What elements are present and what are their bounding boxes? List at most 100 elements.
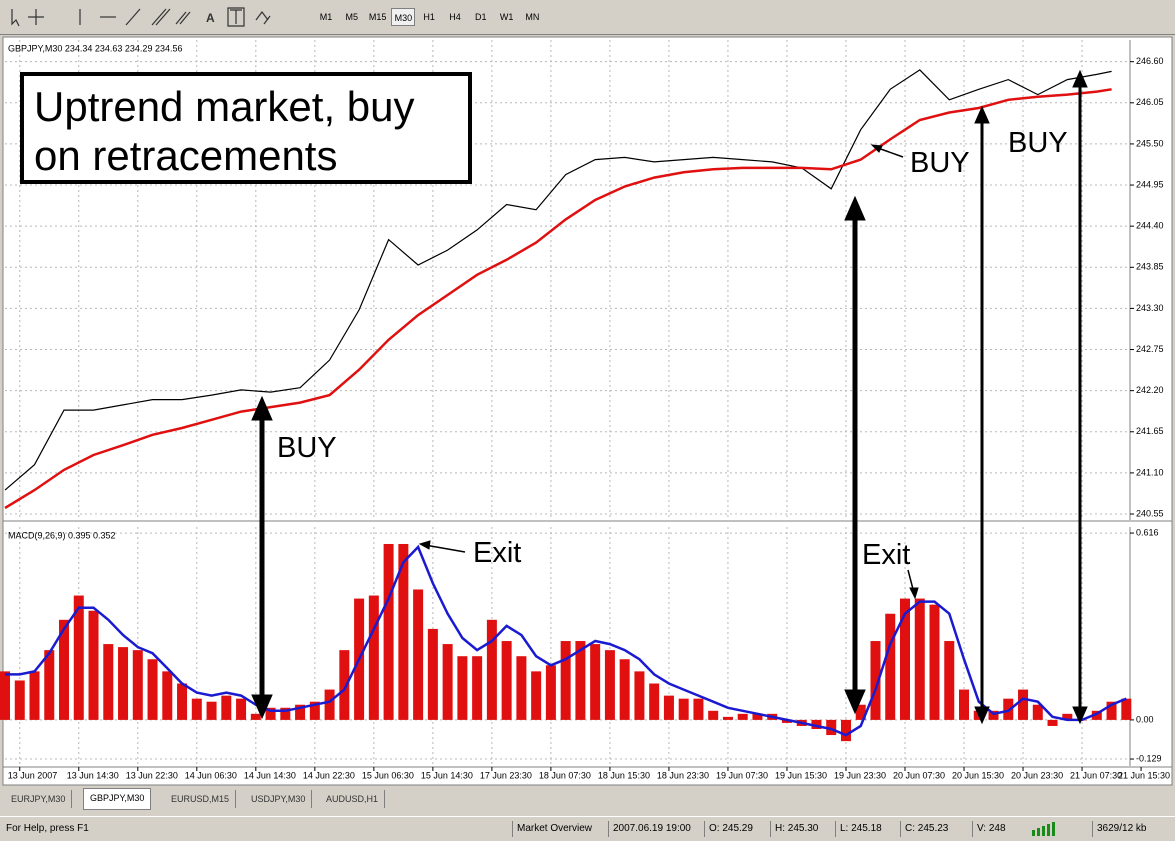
svg-text:A: A (206, 11, 215, 25)
x-tick-label: 21 Jun 15:30 (1118, 770, 1170, 780)
histogram-bar (147, 659, 158, 720)
series-line (4, 69, 1112, 491)
annotation: BUY (910, 147, 970, 179)
status-field: H: 245.30 (770, 821, 818, 837)
histogram-bar (619, 659, 630, 720)
timeframe-button[interactable]: M1 (319, 12, 333, 22)
chart-tabs: EURJPY,M30 GBPJPY,M30 EURUSD,M15 USDJPY,M30… (0, 788, 1175, 810)
histogram-bar (914, 598, 925, 720)
y-tick-label: 245.50 (1136, 138, 1164, 148)
x-tick-label: 19 Jun 07:30 (716, 770, 768, 780)
histogram-bar (693, 698, 704, 720)
timeframe-button[interactable]: M5 (345, 12, 359, 22)
chart-title: MACD(9,26,9) 0.395 0.352 (8, 530, 116, 540)
histogram-bar (73, 595, 84, 720)
x-tick-label: 18 Jun 07:30 (539, 770, 591, 780)
histogram-bar (1032, 704, 1043, 720)
series-line (4, 88, 1112, 510)
histogram-bar (309, 701, 320, 720)
y-tick-label: 242.20 (1136, 385, 1164, 395)
x-tick-label: 15 Jun 06:30 (362, 770, 414, 780)
x-tick-label: 17 Jun 23:30 (480, 770, 532, 780)
x-tick-label: 14 Jun 06:30 (185, 770, 237, 780)
callout: Uptrend market, buy on retracements (20, 72, 472, 184)
histogram-bar (678, 698, 689, 720)
x-tick-label: 20 Jun 15:30 (952, 770, 1004, 780)
x-tick-label: 18 Jun 23:30 (657, 770, 709, 780)
chart-tab[interactable]: USDJPY,M30 (245, 790, 313, 808)
histogram-bar (531, 671, 542, 720)
histogram-bar (442, 644, 453, 720)
x-tick-label: 21 Jun 07:30 (1070, 770, 1122, 780)
status-field: 3629/12 kb (1092, 821, 1147, 837)
histogram-bar (486, 619, 497, 720)
status-field: C: 245.23 (900, 821, 948, 837)
y-tick-label: 243.30 (1136, 303, 1164, 313)
histogram-bar (118, 647, 129, 720)
histogram-bar (870, 641, 881, 720)
annotation: BUY (1008, 127, 1068, 159)
histogram-bar (44, 650, 55, 720)
timeframe-button[interactable]: H1 (423, 12, 435, 22)
timeframe-button[interactable]: H4 (449, 12, 461, 22)
y-tick-label: -0.129 (1136, 753, 1162, 763)
timeframe-button[interactable]: D1 (475, 12, 487, 22)
arrows (251, 69, 1088, 725)
histogram-bar (826, 719, 837, 736)
chart-tab[interactable]: EURUSD,M15 (165, 790, 237, 808)
histogram-bar (516, 656, 527, 720)
histogram-bar (1047, 719, 1058, 726)
chart-tab[interactable]: AUDUSD,H1 (320, 790, 386, 808)
status-field: For Help, press F1 (6, 823, 89, 834)
x-tick-label: 15 Jun 14:30 (421, 770, 473, 780)
chart-title: GBPJPY,M30 234.34 234.63 234.29 234.56 (8, 43, 182, 53)
histogram-bar (545, 665, 556, 720)
drawing-tools: A (11, 7, 271, 27)
histogram-bar (988, 710, 999, 720)
timeframe-button[interactable]: MN (525, 12, 540, 22)
histogram-bar (811, 719, 822, 729)
status-bar: For Help, press F1 Market Overview 2007.06… (0, 816, 1175, 841)
y-tick-label: 240.55 (1136, 508, 1164, 518)
x-tick-label: 18 Jun 15:30 (598, 770, 650, 780)
histogram-bar (1018, 689, 1029, 720)
histogram-bar (29, 671, 40, 720)
y-tick-label: 244.95 (1136, 179, 1164, 189)
y-tick-label: 246.60 (1136, 56, 1164, 66)
histogram-bar (132, 650, 143, 720)
histogram-bar (634, 671, 645, 720)
histogram-bar (383, 543, 394, 720)
annotation: Exit (473, 537, 521, 569)
histogram-bar (501, 641, 512, 720)
histogram-bar (1121, 698, 1132, 720)
timeframe-button[interactable]: M15 (368, 12, 387, 22)
histogram-bar (427, 628, 438, 720)
histogram-bar (398, 543, 409, 720)
histogram-bar (752, 713, 763, 720)
x-tick-label: 13 Jun 2007 (8, 770, 58, 780)
chart-tab[interactable]: EURJPY,M30 (5, 790, 73, 808)
histogram-bar (265, 707, 276, 720)
histogram-bar (737, 713, 748, 720)
x-tick-label: 19 Jun 15:30 (775, 770, 827, 780)
histogram-bar (708, 710, 719, 720)
y-tick-label: 241.65 (1136, 426, 1164, 436)
timeframe-button[interactable]: M30 (391, 8, 416, 26)
histogram-bar (413, 589, 424, 720)
histogram-bar (560, 641, 571, 720)
histogram-bar (250, 713, 261, 720)
y-tick-label: 244.40 (1136, 221, 1164, 231)
histogram-bar (781, 719, 792, 723)
histogram-bar (0, 671, 10, 720)
histogram-bar (885, 613, 896, 720)
histogram-bar (457, 656, 468, 720)
x-tick-label: 20 Jun 07:30 (893, 770, 945, 780)
y-tick-label: 243.85 (1136, 262, 1164, 272)
x-tick-label: 14 Jun 22:30 (303, 770, 355, 780)
toolbar: A M1 M5 M15 M30 H1 H4 D1 W1 MN (0, 0, 1175, 35)
timeframe-button[interactable]: W1 (499, 12, 514, 22)
chart-tab[interactable]: GBPJPY,M30 (83, 788, 152, 810)
status-field: V: 248 (972, 821, 1006, 837)
annotation: BUY (277, 432, 337, 464)
histogram-bar (191, 698, 202, 720)
